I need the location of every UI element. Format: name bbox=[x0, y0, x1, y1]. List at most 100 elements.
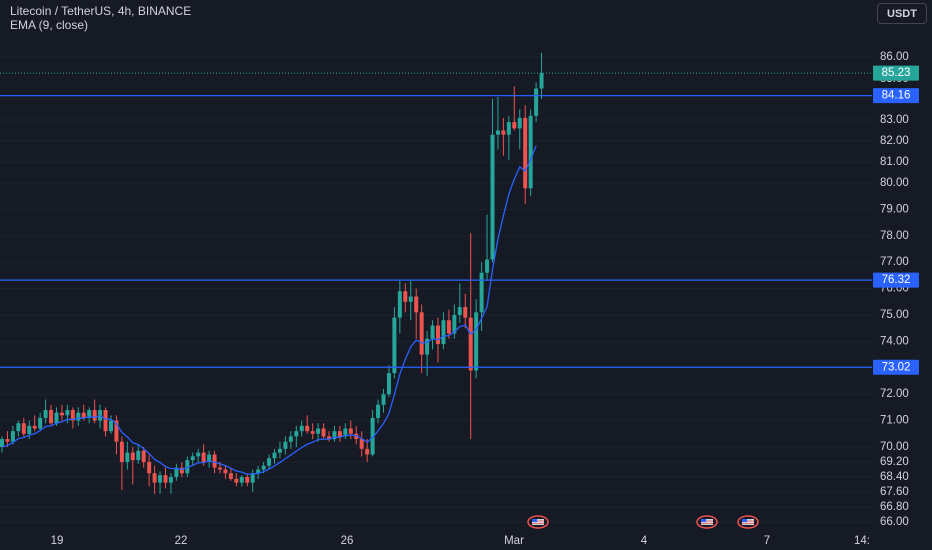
price-badge-bg bbox=[873, 65, 919, 81]
candle-body bbox=[365, 448, 370, 455]
candle-body bbox=[212, 454, 217, 468]
candle bbox=[506, 115, 511, 160]
candle bbox=[59, 404, 64, 421]
candle bbox=[234, 473, 239, 487]
candle bbox=[348, 420, 353, 440]
candle-body bbox=[397, 291, 402, 318]
candle-body bbox=[196, 452, 201, 457]
candle bbox=[10, 425, 15, 445]
price-tick-label: 69.20 bbox=[880, 456, 909, 468]
candle bbox=[425, 330, 430, 376]
candle bbox=[327, 431, 331, 442]
candle bbox=[196, 448, 201, 462]
candle bbox=[223, 465, 228, 479]
candle-body bbox=[250, 473, 255, 483]
candle bbox=[376, 399, 381, 424]
candle-body bbox=[125, 452, 130, 462]
chart-legend: Litecoin / TetherUS, 4h, BINANCE EMA (9,… bbox=[10, 4, 191, 32]
candle-body bbox=[152, 473, 157, 483]
candle bbox=[408, 280, 413, 321]
candle bbox=[16, 420, 21, 437]
candle-body bbox=[0, 439, 4, 447]
candle-body bbox=[354, 433, 359, 440]
level-price-badge: 73.02 bbox=[873, 359, 919, 375]
candle-body bbox=[468, 317, 473, 371]
candle-body bbox=[87, 410, 92, 418]
candle-body bbox=[103, 410, 108, 432]
event-markers[interactable] bbox=[527, 515, 759, 529]
candle bbox=[5, 431, 10, 447]
candle bbox=[250, 469, 255, 492]
candle-body bbox=[119, 441, 124, 462]
candle-body bbox=[141, 450, 146, 462]
time-tick-label: Mar bbox=[504, 535, 524, 547]
us-flag-event-icon[interactable] bbox=[737, 515, 759, 529]
candle-body bbox=[76, 412, 81, 421]
candle-body bbox=[158, 475, 163, 483]
candle bbox=[332, 425, 337, 442]
candle-body bbox=[463, 307, 468, 318]
candle bbox=[414, 288, 419, 339]
candle-body bbox=[430, 325, 435, 339]
candle bbox=[228, 467, 233, 481]
candle bbox=[485, 214, 490, 281]
candle bbox=[207, 450, 212, 468]
candle bbox=[403, 283, 408, 313]
candle-body bbox=[277, 448, 282, 453]
price-tick-label: 78.00 bbox=[880, 230, 909, 242]
candle-body bbox=[228, 473, 233, 479]
candle-body bbox=[539, 73, 544, 89]
candle-body bbox=[288, 436, 293, 442]
candle bbox=[463, 293, 468, 329]
indicator-title[interactable]: EMA (9, close) bbox=[10, 18, 89, 32]
candle bbox=[490, 99, 495, 263]
price-tick-label: 70.00 bbox=[880, 441, 909, 453]
price-badge-bg bbox=[873, 88, 919, 104]
candle bbox=[103, 407, 108, 437]
candle bbox=[441, 312, 446, 350]
candle bbox=[49, 404, 54, 426]
candle bbox=[190, 452, 195, 466]
price-tick-label: 74.00 bbox=[880, 335, 909, 347]
candle-series bbox=[0, 52, 544, 494]
candle-body bbox=[92, 410, 97, 421]
candle bbox=[21, 417, 26, 437]
price-tick-label: 79.00 bbox=[880, 203, 909, 215]
candle bbox=[174, 463, 179, 481]
flag-field bbox=[742, 519, 754, 525]
currency-button[interactable]: USDT bbox=[877, 3, 927, 24]
us-flag-event-icon[interactable] bbox=[696, 515, 718, 529]
candle-body bbox=[332, 431, 337, 440]
candle bbox=[267, 454, 272, 470]
candle bbox=[446, 309, 451, 339]
horizontal-levels[interactable] bbox=[0, 95, 872, 368]
candle bbox=[38, 412, 43, 432]
candle-body bbox=[414, 296, 419, 313]
candle bbox=[343, 423, 348, 440]
candle bbox=[109, 415, 113, 434]
candle-body bbox=[168, 477, 173, 483]
candle-body bbox=[501, 130, 506, 135]
candle-body bbox=[534, 88, 539, 116]
candle-body bbox=[446, 320, 451, 334]
candle bbox=[386, 365, 391, 397]
price-tick-label: 68.40 bbox=[880, 471, 909, 483]
candle-body bbox=[223, 469, 228, 474]
candle bbox=[125, 441, 130, 470]
candle bbox=[0, 436, 4, 453]
candle bbox=[523, 105, 528, 205]
us-flag-event-icon[interactable] bbox=[527, 515, 549, 529]
candle bbox=[337, 425, 342, 442]
time-axis[interactable]: 19 22 26 Mar 4 7 14: bbox=[0, 532, 932, 550]
candle-body bbox=[10, 431, 15, 442]
flag-canton bbox=[701, 519, 706, 522]
candle-body bbox=[528, 115, 533, 189]
candle-body bbox=[425, 338, 430, 355]
candle-body bbox=[381, 394, 386, 405]
candle-body bbox=[54, 412, 59, 424]
symbol-title[interactable]: Litecoin / TetherUS, 4h, BINANCE bbox=[10, 4, 192, 18]
candle bbox=[27, 420, 32, 440]
